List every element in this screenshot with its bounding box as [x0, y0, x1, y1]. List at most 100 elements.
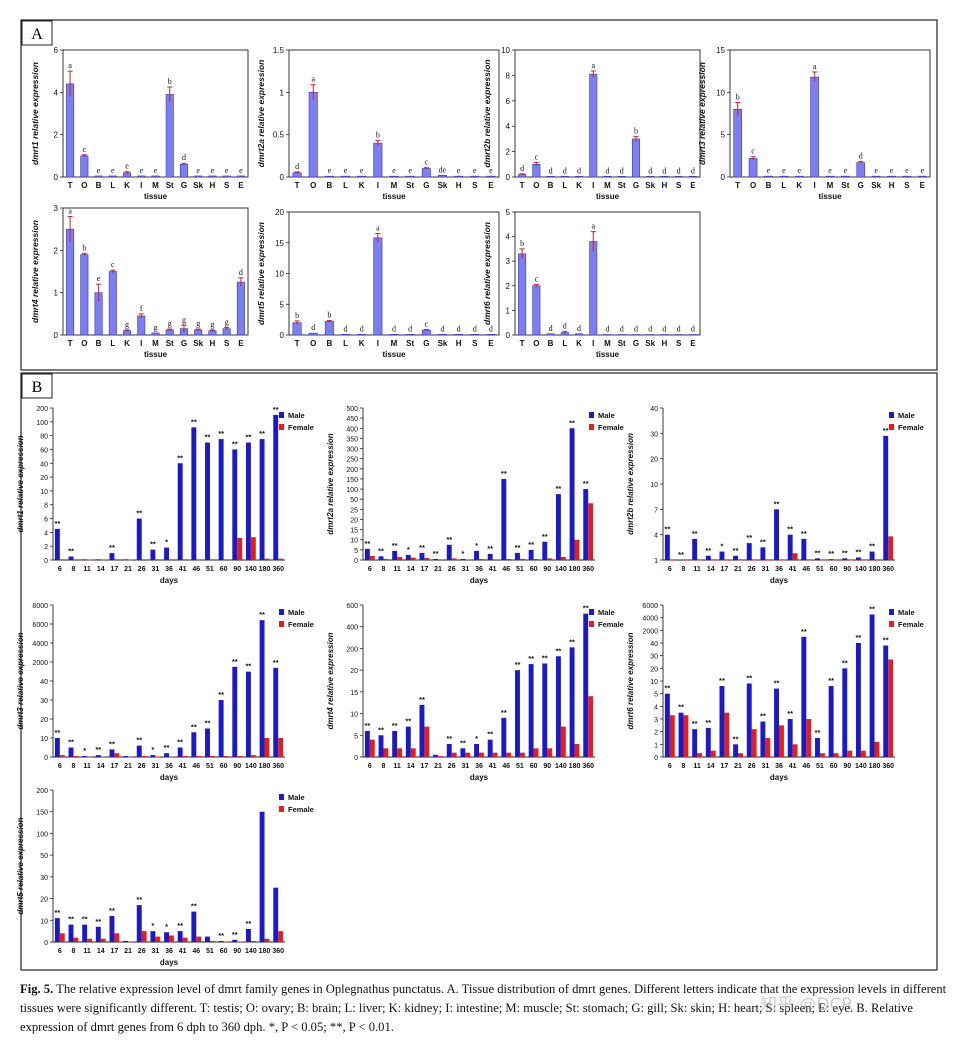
bar-female — [438, 756, 443, 757]
chart-dmrt6_tissue: 012345bTcOdBdLdKaIdMdStdGdSkdHdSdEtissue… — [482, 208, 701, 359]
y-tick-label: 1 — [506, 306, 511, 315]
bar-female — [451, 558, 457, 560]
x-tick-label: 41 — [489, 566, 497, 573]
bar-female — [141, 931, 147, 942]
bar-male — [245, 671, 251, 757]
chart-dmrt2a_tissue: 00.511.5dTaOeBeLeKbIeMeStcGdeSkeHeSeEtis… — [256, 46, 500, 201]
x-tick-label: 14 — [407, 763, 415, 770]
legend-swatch-female — [279, 424, 284, 430]
bar-female — [264, 738, 270, 757]
legend-swatch-female — [279, 806, 284, 812]
x-tick-label: M — [827, 181, 834, 190]
bar-male — [733, 555, 739, 560]
sig-mark: ** — [259, 610, 265, 619]
bar-female — [574, 743, 580, 757]
x-tick-label: B — [548, 339, 554, 348]
sig-mark: ** — [232, 657, 238, 666]
bar-female — [465, 752, 471, 757]
bar — [674, 176, 683, 178]
y-axis-label: dmrt3 relative expression — [16, 632, 25, 729]
x-tick-label: L — [343, 181, 348, 190]
y-axis-label: dmrt2a relative expression — [256, 60, 266, 168]
bar-male — [705, 727, 711, 757]
sig-letter: c — [111, 260, 115, 269]
x-tick-label: G — [423, 181, 429, 190]
bar-female — [847, 560, 853, 561]
bar — [546, 176, 555, 178]
y-tick-label: 25 — [350, 507, 358, 514]
bar-male — [733, 744, 739, 757]
bar — [779, 175, 789, 178]
x-tick-label: 8 — [382, 566, 386, 573]
sig-letter: d — [577, 166, 581, 175]
x-tick-label: O — [310, 181, 316, 190]
chart-dmrt2a_days: 0 5 10 15 20 25 50 100 150 200 250 300 350 400 450 500 *… — [326, 406, 624, 585]
sig-letter: e — [874, 166, 878, 175]
bar-male — [760, 721, 766, 757]
x-tick-label: 46 — [192, 566, 200, 573]
y-tick-label: 3 — [654, 717, 658, 724]
x-tick-label: 26 — [748, 763, 756, 770]
bar-male — [218, 940, 224, 942]
bar-male — [259, 811, 265, 942]
bar-female — [819, 753, 825, 757]
sig-mark: ** — [246, 662, 252, 671]
bar-male — [54, 738, 60, 757]
x-tick-label: 17 — [421, 566, 429, 573]
y-tick-label: 5 — [506, 208, 511, 217]
bar — [80, 254, 89, 336]
chart-dmrt2b_tissue: 0246810dTcOdBdLdKaIdMdStbGdSkdHdSdEtissu… — [482, 46, 701, 201]
sig-letter: d — [620, 166, 624, 175]
sig-mark: ** — [446, 535, 452, 544]
bar-female — [506, 558, 512, 560]
x-tick-label: 11 — [693, 566, 701, 573]
y-axis-label: dmrt6 relative expression — [482, 222, 492, 325]
bar-male — [136, 518, 142, 560]
bar-female — [196, 559, 202, 560]
x-tick-label: 31 — [461, 763, 469, 770]
y-tick-label: 150 — [36, 810, 48, 817]
bar-female — [819, 560, 825, 561]
sig-mark: ** — [136, 509, 142, 518]
bar — [405, 334, 415, 336]
x-tick-label: 180 — [569, 566, 581, 573]
x-tick-label: H — [210, 181, 216, 190]
bar-female — [860, 560, 866, 561]
y-tick-label: 0 — [44, 755, 48, 762]
x-tick-label: G — [633, 181, 639, 190]
bar — [405, 175, 415, 178]
bar-male — [774, 688, 779, 757]
bar-female — [806, 560, 812, 561]
y-tick-label: 200 — [36, 788, 48, 795]
y-tick-label: 20 — [40, 717, 48, 724]
y-tick-label: 4000 — [32, 641, 48, 648]
x-tick-label: 14 — [97, 948, 105, 955]
bar-male — [150, 549, 156, 560]
bar — [918, 175, 927, 178]
bar — [470, 334, 480, 336]
sig-letter: de — [439, 165, 447, 174]
x-tick-label: 360 — [272, 566, 284, 573]
x-tick-label: I — [813, 181, 815, 190]
legend-label-female: Female — [288, 620, 314, 629]
bar-female — [710, 750, 716, 757]
sig-letter: d — [691, 166, 695, 175]
x-tick-label: 36 — [775, 763, 783, 770]
bar — [236, 281, 245, 336]
x-tick-label: 51 — [816, 763, 824, 770]
bar-male — [205, 728, 210, 757]
bar-female — [724, 560, 730, 561]
x-tick-label: I — [140, 181, 142, 190]
legend-swatch-female — [589, 424, 594, 430]
y-tick-label: 5 — [654, 692, 658, 699]
sig-mark: ** — [364, 539, 370, 548]
bar-female — [73, 756, 79, 757]
bar-male — [82, 924, 88, 942]
bar-male — [692, 729, 698, 757]
x-tick-label: 11 — [393, 566, 401, 573]
y-tick-label: 1 — [654, 558, 658, 565]
sig-mark: ** — [774, 679, 780, 688]
x-tick-label: 36 — [165, 763, 173, 770]
figure-caption: Fig. 5. The relative expression level of… — [20, 980, 950, 1037]
